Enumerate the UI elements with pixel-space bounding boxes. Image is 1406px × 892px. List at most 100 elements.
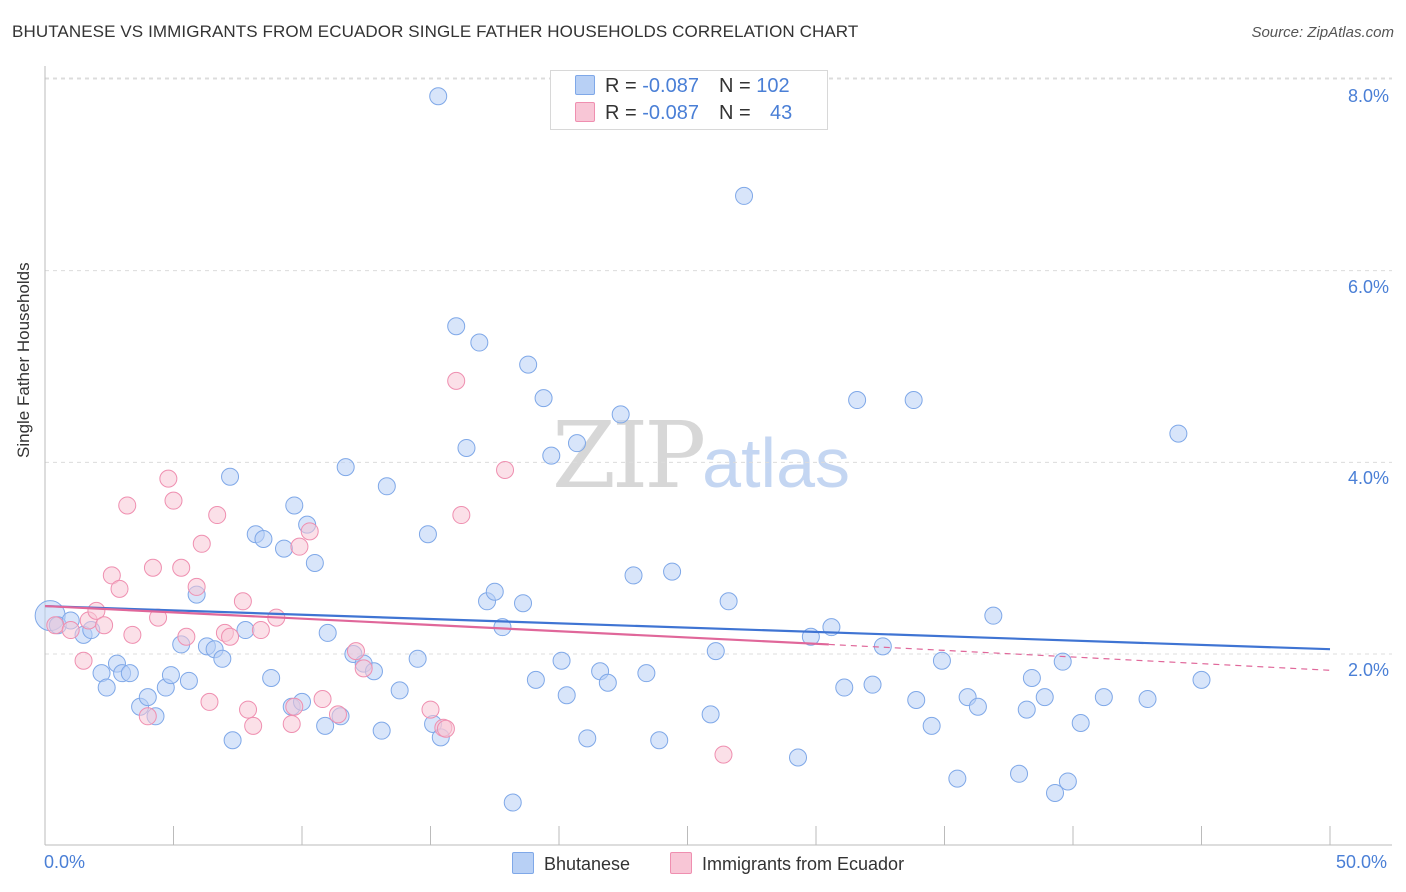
ecuador-point	[221, 627, 240, 646]
ecuador-point	[300, 522, 319, 541]
ecuador-point	[46, 616, 65, 635]
ecuador-point	[496, 461, 515, 479]
bhutanese-point	[557, 686, 576, 705]
ecuador-point	[177, 627, 196, 646]
ecuador-point	[290, 537, 309, 556]
bhutanese-point	[598, 673, 617, 692]
ecuador-point	[244, 716, 263, 735]
chart-title: BHUTANESE VS IMMIGRANTS FROM ECUADOR SIN…	[12, 22, 859, 41]
legend-item-bhutanese: Bhutanese	[512, 852, 630, 875]
ecuador-point	[138, 707, 157, 726]
ecuador-point	[74, 651, 93, 670]
y-tick-label-4: 4.0%	[1348, 468, 1390, 488]
ecuador-point	[285, 697, 304, 716]
bhutanese-point	[637, 664, 656, 683]
bhutanese-point	[624, 566, 643, 585]
ecuador-point	[172, 558, 191, 577]
bhutanese-point	[526, 670, 545, 689]
bhutanese-point	[904, 391, 923, 410]
bhutanese-point	[221, 467, 240, 486]
ecuador-point	[192, 534, 211, 553]
ecuador-point	[110, 579, 129, 598]
ecuador-point	[102, 566, 121, 585]
bhutanese-point	[336, 458, 355, 477]
stats-row-ecuador: R = -0.087 N = 43	[575, 102, 792, 126]
bhutanese-point	[567, 434, 586, 453]
bhutanese-point	[372, 721, 391, 740]
bhutanese-point	[1169, 424, 1188, 443]
bhutanese-trend-line	[44, 604, 1331, 651]
ecuador-point	[61, 621, 80, 640]
bhutanese-point	[120, 664, 139, 683]
bhutanese-point	[1071, 714, 1090, 732]
bhutanese-point	[161, 666, 180, 685]
r-value: -0.087	[642, 102, 699, 124]
watermark-atlas: atlas	[702, 424, 851, 502]
bhutanese-point	[275, 539, 294, 558]
bhutanese-point	[408, 649, 427, 668]
bhutanese-point	[534, 389, 553, 408]
n-value: 102	[756, 75, 790, 97]
ecuador-point	[164, 491, 183, 510]
ecuador-point	[239, 700, 258, 719]
bhutanese-point	[578, 729, 597, 748]
bhutanese-point	[948, 769, 967, 788]
ecuador-point	[436, 719, 455, 738]
ecuador-point	[328, 705, 347, 724]
bhutanese-point	[213, 649, 232, 668]
n-label: N =	[718, 75, 757, 97]
bhutanese-point	[1192, 670, 1211, 689]
bhutanese-legend-swatch	[512, 852, 534, 874]
bhutanese-point	[318, 623, 337, 642]
n-value: 43	[769, 102, 793, 124]
bhutanese-point	[138, 688, 157, 707]
n-label: N =	[718, 102, 757, 124]
ecuador-point	[282, 714, 301, 733]
r-label: R =	[605, 75, 643, 97]
bhutanese-point	[470, 333, 489, 352]
watermark: ZIPatlas	[552, 402, 850, 509]
y-tick-label-6: 6.0%	[1348, 277, 1390, 297]
ecuador-point	[714, 745, 733, 764]
bhutanese-point	[262, 668, 281, 687]
bhutanese-point	[1138, 690, 1157, 709]
ecuador-point	[118, 496, 137, 515]
ecuador-legend-label: Immigrants from Ecuador	[702, 854, 905, 874]
ecuador-point	[187, 577, 206, 596]
bhutanese-point	[457, 438, 476, 457]
bhutanese-point	[922, 716, 941, 735]
r-label: R =	[605, 102, 643, 124]
bhutanese-point	[418, 525, 437, 544]
bhutanese-point	[377, 477, 396, 496]
watermark-zip: ZIP	[552, 402, 706, 509]
ecuador-legend-swatch	[670, 852, 692, 874]
bhutanese-swatch	[575, 75, 595, 95]
bhutanese-point	[514, 594, 533, 613]
bhutanese-point	[236, 621, 255, 640]
y-axis-label: Single Father Households	[14, 262, 33, 458]
bhutanese-point	[932, 651, 951, 670]
ecuador-point	[95, 616, 114, 635]
bhutanese-point	[719, 592, 738, 611]
ecuador-trend-line-extension	[828, 643, 1331, 671]
ecuador-point	[143, 558, 162, 577]
bhutanese-point	[1053, 652, 1072, 671]
bhutanese-point	[789, 748, 808, 767]
bhutanese-point	[254, 530, 273, 548]
stats-legend: R = -0.087 N = 102 R = -0.087 N = 43	[550, 70, 828, 130]
legend-item-ecuador: Immigrants from Ecuador	[670, 852, 904, 875]
bhutanese-point	[735, 186, 754, 205]
bhutanese-point	[1094, 688, 1113, 707]
bhutanese-point	[485, 582, 504, 601]
bhutanese-point	[519, 355, 538, 374]
ecuador-point	[447, 371, 466, 390]
ecuador-point	[452, 506, 471, 525]
bhutanese-point	[848, 391, 867, 410]
bhutanese-point	[663, 562, 682, 581]
bhutanese-point	[611, 405, 630, 424]
bhutanese-point	[429, 87, 448, 106]
bhutanese-point	[285, 496, 304, 515]
stats-row-bhutanese: R = -0.087 N = 102	[575, 75, 790, 99]
bhutanese-point	[1046, 783, 1065, 802]
